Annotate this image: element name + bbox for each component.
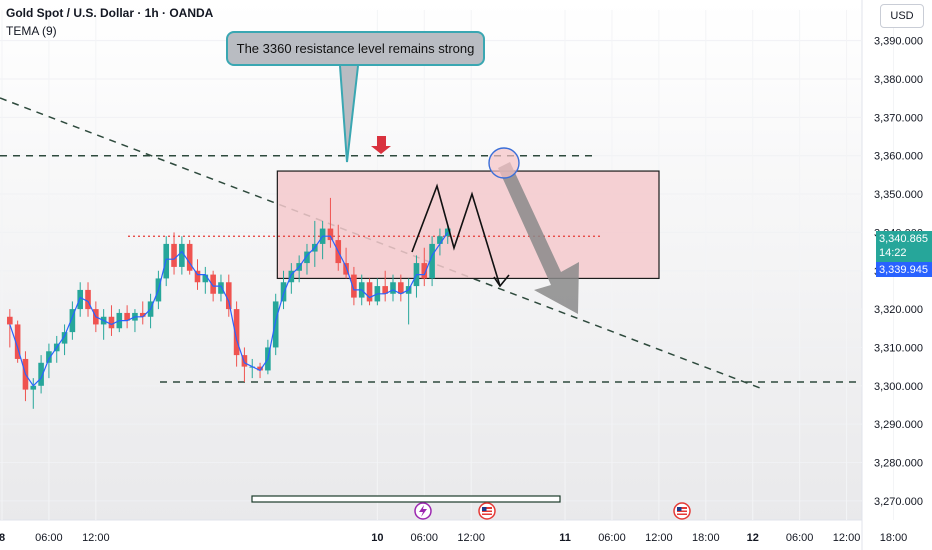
dividend-event-icon[interactable]: [414, 502, 432, 520]
candle-body: [30, 385, 37, 390]
candle-body: [382, 286, 388, 294]
candle-body: [85, 289, 91, 310]
candle-body: [233, 309, 240, 356]
last-price-tag: 3,340.865 14:22: [876, 231, 932, 262]
big-down-arrow[interactable]: [498, 162, 579, 314]
price-tick-label: 3,310.000: [874, 342, 923, 354]
candle-body: [429, 243, 435, 279]
tema-line: [9, 232, 449, 387]
candle-body: [124, 312, 130, 321]
time-tick-label: 10: [371, 532, 383, 544]
time-tick-label: 06:00: [411, 532, 439, 544]
candle-body: [171, 243, 177, 267]
candle-body: [202, 274, 209, 283]
time-axis-background: [0, 520, 862, 550]
candle-body: [46, 351, 52, 363]
time-tick-label: 06:00: [786, 532, 814, 544]
zigzag-arrow-head: [493, 274, 510, 288]
us-flag-event-icon[interactable]: [478, 502, 496, 520]
candle-body: [38, 362, 44, 386]
bar-countdown: 14:22: [879, 247, 907, 259]
time-tick-label: 12: [747, 532, 759, 544]
time-tick-label: 18:00: [880, 532, 908, 544]
time-tick-label: 12:00: [833, 532, 861, 544]
candle-body: [421, 263, 428, 279]
candle-body: [343, 263, 349, 275]
callout-box[interactable]: The 3360 resistance level remains strong: [226, 31, 485, 66]
candle-body: [179, 243, 185, 267]
price-tick-label: 3,360.000: [874, 151, 923, 163]
time-axis: 8 06:00 12:00 10 06:00 12:00 11 06:00 12:00 18:00…: [0, 532, 908, 544]
candle-body: [257, 366, 263, 371]
price-tick-label: 3,270.000: [874, 496, 923, 508]
us-flag-event-icon-2[interactable]: [673, 502, 691, 520]
candle-body: [390, 282, 396, 294]
candle-body: [108, 316, 115, 329]
price-tick-label: 3,300.000: [874, 381, 923, 393]
price-tick-label: 3,390.000: [874, 36, 923, 48]
candle-body: [77, 289, 83, 310]
candle-body: [210, 274, 216, 294]
time-tick-label: 12:00: [457, 532, 485, 544]
candle-body: [288, 270, 295, 283]
indicator-label[interactable]: TEMA (9): [6, 24, 57, 38]
candle-body: [444, 228, 451, 237]
currency-button[interactable]: USD: [880, 4, 924, 28]
candle-body: [304, 251, 310, 264]
price-tick-label: 3,370.000: [874, 112, 923, 124]
candle-body: [272, 301, 279, 348]
candle-body: [139, 312, 146, 317]
candle-body: [186, 243, 193, 271]
resistance-touch-circle[interactable]: [488, 147, 520, 179]
price-tick-label: 3,280.000: [874, 457, 923, 469]
time-tick-label: 12:00: [82, 532, 110, 544]
time-tick-label: 06:00: [35, 532, 63, 544]
price-tick-label: 3,320.000: [874, 304, 923, 316]
candle-body: [437, 236, 443, 244]
candle-body: [7, 316, 13, 325]
tema-price-tag: 3,339.945: [876, 262, 932, 277]
price-tick-label: 3,290.000: [874, 419, 923, 431]
tema-price-value: 3,339.945: [879, 264, 928, 276]
candle-body: [61, 332, 68, 344]
red-down-arrow-marker: [371, 136, 391, 154]
symbol-title[interactable]: Gold Spot / U.S. Dollar · 1h · OANDA: [6, 6, 214, 20]
time-tick-label: 06:00: [598, 532, 626, 544]
candle-body: [69, 309, 76, 333]
candle-body: [225, 282, 232, 310]
price-tick-label: 3,350.000: [874, 189, 923, 201]
candle-body: [366, 282, 373, 302]
projection-zigzag-path[interactable]: [411, 183, 501, 287]
time-tick-label: 11: [559, 532, 571, 544]
candle-body: [351, 274, 357, 298]
candle-body: [241, 355, 248, 367]
resistance-zone-box[interactable]: [276, 170, 660, 280]
candle-body: [218, 282, 224, 294]
time-tick-label: 8: [0, 532, 5, 544]
price-tick-label: 3,380.000: [874, 74, 923, 86]
candle-body: [398, 282, 404, 294]
candle-body: [327, 228, 334, 241]
time-tick-label: 12:00: [645, 532, 673, 544]
candle-body: [194, 270, 201, 283]
session-bar: [251, 495, 561, 503]
candle-body: [14, 324, 21, 359]
callout-pointer: [339, 65, 359, 163]
last-price-value: 3,340.865: [879, 233, 928, 245]
time-tick-label: 18:00: [692, 532, 720, 544]
candle-body: [280, 282, 287, 302]
